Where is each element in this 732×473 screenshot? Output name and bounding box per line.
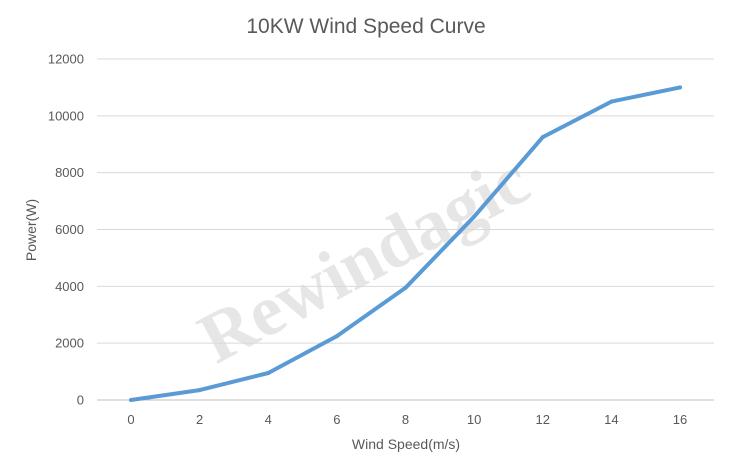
y-tick-label: 0 [77,393,84,408]
data-point [609,99,614,104]
x-axis-ticks: 0 2 4 6 8 10 12 14 16 [127,412,687,427]
x-tick-label: 10 [467,412,481,427]
series-layer [129,85,682,402]
gridlines [97,58,714,401]
y-tick-label: 8000 [55,165,84,180]
y-tick-label: 10000 [48,108,84,123]
y-tick-label: 2000 [55,336,84,351]
y-tick-label: 6000 [55,222,84,237]
x-axis-title: Wind Speed(m/s) [352,436,460,452]
x-tick-label: 2 [196,412,203,427]
y-tick-label: 12000 [48,52,84,67]
y-tick-label: 4000 [55,279,84,294]
data-point [403,285,408,290]
data-point [266,371,271,376]
data-point [129,398,133,402]
x-tick-label: 4 [265,412,272,427]
data-point [197,388,202,393]
x-tick-label: 8 [402,412,409,427]
x-tick-label: 0 [127,412,134,427]
x-tick-label: 6 [333,412,340,427]
y-axis-ticks: 0 2000 4000 6000 8000 10000 12000 [48,52,84,408]
data-point [678,85,682,90]
x-tick-label: 14 [604,412,618,427]
chart-title: 10KW Wind Speed Curve [246,15,485,38]
data-point [334,334,339,339]
x-tick-label: 16 [673,412,687,427]
data-point [540,135,545,140]
y-axis-title: Power(W) [23,199,39,261]
x-tick-label: 12 [536,412,550,427]
data-point [472,214,477,219]
